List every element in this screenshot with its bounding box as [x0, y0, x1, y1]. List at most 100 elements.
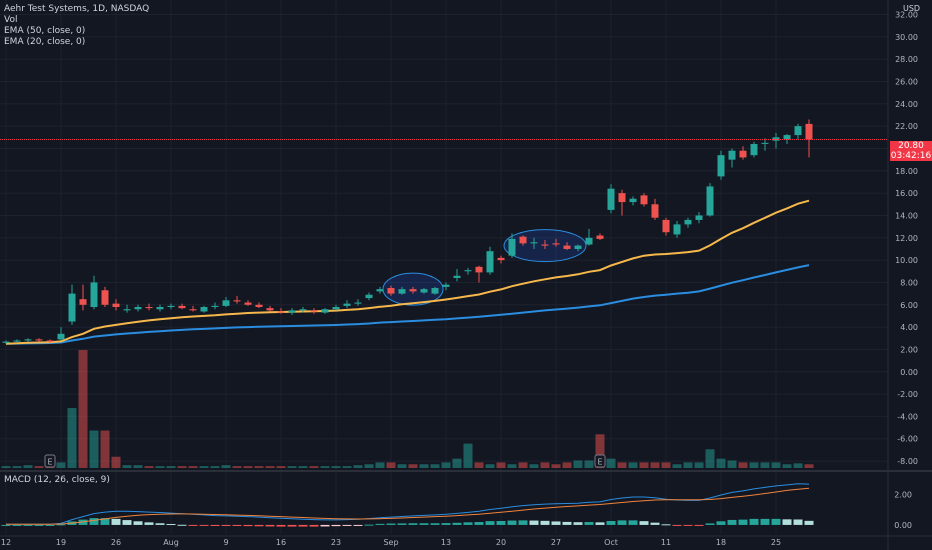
macd-histogram-bar: [496, 520, 506, 525]
candle: [310, 308, 318, 314]
ema20-line: [5, 199, 810, 345]
candle: [266, 305, 274, 312]
volume-bar: [375, 462, 385, 468]
macd-histogram-bar: [562, 521, 572, 525]
candle: [255, 302, 263, 309]
candle: [574, 244, 582, 252]
volume-bar: [474, 462, 484, 468]
volume-bar: [683, 462, 693, 468]
signal-line: [6, 487, 810, 525]
time-axis[interactable]: 12 19 26 Aug 9 16 23 Sep 13 20 27 Oct 11 18 25: [1, 538, 781, 547]
candle: [486, 246, 494, 275]
macd-histogram-bar: [793, 519, 803, 525]
macd-histogram-bar: [309, 524, 319, 527]
price-tick-label: -8.00: [897, 457, 918, 466]
volume-bar: [705, 449, 715, 468]
candle: [508, 233, 516, 258]
volume-bar: [276, 466, 286, 468]
volume-bar: [551, 464, 561, 468]
volume-bar: [782, 464, 792, 468]
volume-bar: [397, 464, 407, 468]
volume-bar: [562, 462, 572, 468]
macd-histogram-bar: [232, 524, 242, 526]
volume-bar: [430, 464, 440, 468]
price-tick-label: 26.00: [895, 77, 918, 86]
macd-histogram-bar: [133, 521, 143, 525]
volume-bar: [650, 462, 660, 468]
volume-bar: [331, 466, 341, 468]
candle: [453, 269, 461, 282]
volume-bar: [419, 464, 429, 468]
time-tick-label: 18: [716, 538, 726, 547]
macd-histogram-bar: [760, 518, 770, 525]
macd-histogram-bar: [540, 520, 550, 525]
macd-histogram-bar: [276, 524, 286, 527]
volume-bar: [144, 466, 154, 468]
volume-bar: [166, 466, 176, 468]
last-price-value: 20.80: [898, 141, 924, 151]
price-tick-label: 24.00: [895, 100, 918, 109]
volume-bar: [672, 464, 682, 468]
volume-bar: [364, 464, 374, 468]
macd-histogram-bar: [353, 524, 363, 526]
candle: [321, 308, 329, 314]
volume-bar: [617, 462, 627, 468]
price-tick-label: 22.00: [895, 122, 918, 131]
time-tick-label: Aug: [163, 538, 179, 547]
macd-histogram-bar: [23, 524, 33, 526]
macd-histogram-bar: [518, 520, 528, 525]
volume-bar: [265, 466, 275, 468]
candle: [288, 308, 296, 315]
macd-histogram-bar: [1, 524, 11, 526]
price-tick-label: 12.00: [895, 234, 918, 243]
price-axis[interactable]: 32.0030.0028.0026.0024.0022.0020.0018.00…: [894, 11, 918, 530]
volume-bar: [298, 466, 308, 468]
countdown-timer: 03:42:16: [890, 151, 932, 161]
macd-histogram-bar: [342, 524, 352, 526]
candle: [717, 150, 725, 180]
macd-histogram-bar: [375, 523, 385, 525]
time-tick-label: Oct: [604, 538, 618, 547]
volume-bar: [760, 462, 770, 468]
candle: [805, 119, 813, 158]
volume-bar: [463, 443, 473, 468]
macd-histogram-bar: [573, 522, 583, 525]
macd-histogram-bar: [144, 522, 154, 525]
earnings-marker[interactable]: E: [44, 454, 56, 468]
candle: [68, 284, 76, 325]
macd-histogram-bar: [452, 522, 462, 525]
candle: [178, 303, 186, 310]
candle: [112, 299, 120, 311]
volume-bar: [694, 462, 704, 468]
macd-histogram-bar: [397, 523, 407, 525]
macd-histogram-bar: [463, 522, 473, 525]
volume-bar: [595, 434, 605, 468]
macd-histogram-bar: [419, 523, 429, 525]
candlesticks: [2, 119, 813, 344]
ema50-legend[interactable]: EMA (50, close, 0): [4, 26, 86, 36]
volume-bar: [232, 466, 242, 468]
macd-histogram-bar: [716, 521, 726, 525]
volume-bar: [639, 462, 649, 468]
macd-histogram-bar: [474, 522, 484, 525]
macd-legend[interactable]: MACD (12, 26, close, 9): [4, 475, 110, 485]
macd-histogram-bar: [661, 524, 671, 526]
candle: [772, 132, 780, 149]
earnings-marker[interactable]: E: [594, 454, 606, 468]
symbol-title[interactable]: Aehr Test Systems, 1D, NASDAQ: [4, 4, 150, 14]
macd-histogram-bar: [507, 520, 517, 525]
candle: [750, 141, 758, 158]
candle: [332, 304, 340, 311]
candle: [90, 275, 98, 310]
currency-label: USD: [903, 4, 921, 13]
macd-tick-label: 2.00: [894, 491, 912, 500]
volume-legend[interactable]: Vol: [4, 15, 18, 25]
candle: [376, 286, 384, 294]
volume-bar: [793, 463, 803, 468]
ema20-legend[interactable]: EMA (20, close, 0): [4, 37, 86, 47]
candle: [79, 284, 87, 311]
